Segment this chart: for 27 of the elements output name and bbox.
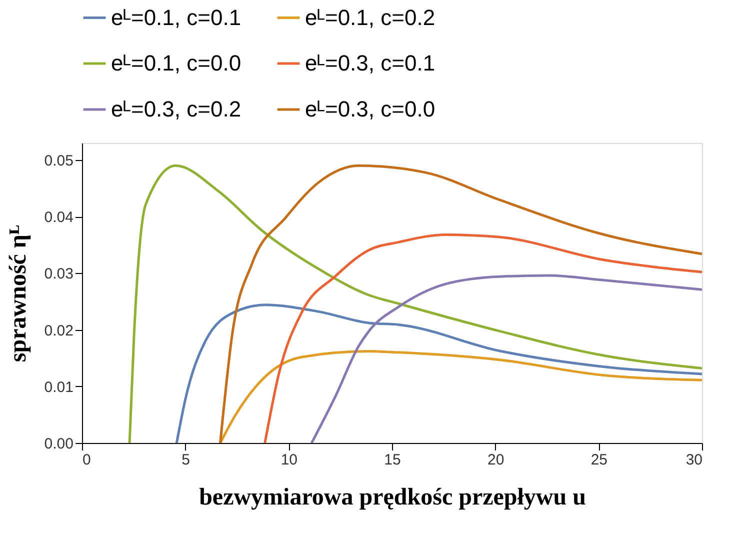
y-tick-label: 0.04 — [44, 209, 74, 226]
x-tick-label: 10 — [280, 452, 298, 468]
x-tick-label: 15 — [384, 452, 401, 468]
line-series — [219, 350, 702, 443]
legend-label: eᴸ=0.3, c=0.0 — [305, 96, 436, 122]
x-tick-label: 5 — [182, 452, 190, 468]
x-tick-label: 25 — [590, 452, 608, 468]
x-tick-label: 0 — [82, 452, 91, 468]
legend-label: eᴸ=0.3, c=0.1 — [305, 50, 436, 76]
legend-label: eᴸ=0.3, c=0.2 — [111, 96, 242, 122]
line-series — [128, 164, 702, 443]
y-tick-label: 0.00 — [44, 436, 74, 452]
x-axis-title: bezwymiarowa prędkośc przepływu u — [199, 484, 586, 510]
line-series — [310, 274, 702, 443]
x-tick-label: 30 — [686, 452, 702, 468]
line-series — [219, 164, 702, 443]
x-tick-label: 20 — [487, 452, 504, 468]
line-series — [175, 304, 702, 443]
legend-label: eᴸ=0.1, c=0.0 — [111, 50, 242, 76]
y-axis-title: sprawność ηᴸ — [5, 224, 32, 362]
y-tick-label: 0.05 — [44, 152, 74, 170]
legend-label: eᴸ=0.1, c=0.2 — [305, 4, 436, 30]
y-tick-label: 0.03 — [44, 266, 74, 283]
line-series — [264, 233, 702, 443]
y-tick-label: 0.01 — [44, 378, 74, 396]
legend-label: eᴸ=0.1, c=0.1 — [111, 4, 242, 30]
y-tick-label: 0.02 — [44, 322, 74, 340]
